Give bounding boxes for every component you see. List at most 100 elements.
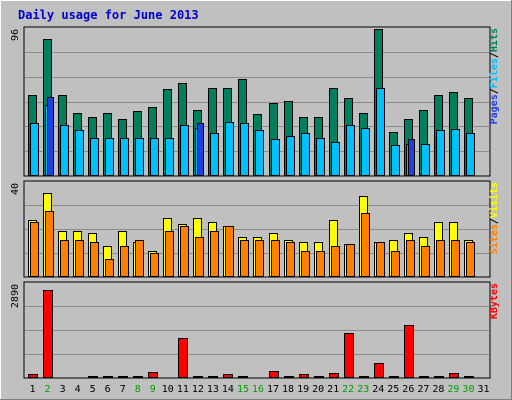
bar-files-day-28 [436, 130, 445, 176]
legend-entry: KBytes [489, 283, 500, 319]
bar-kbytes-day-11 [178, 338, 188, 378]
x-tick-label-14: 14 [222, 384, 234, 395]
chart-title: Daily usage for June 2013 [18, 8, 199, 22]
x-tick-label-19: 19 [297, 384, 309, 395]
x-tick-label-17: 17 [267, 384, 279, 395]
bar-kbytes-day-27 [419, 376, 429, 378]
x-tick-label-23: 23 [357, 384, 369, 395]
bar-kbytes-day-15 [238, 376, 248, 378]
x-tick-label-22: 22 [342, 384, 354, 395]
bar-kbytes-day-9 [148, 372, 158, 378]
x-tick-label-28: 28 [432, 384, 444, 395]
bar-sites-day-23 [361, 213, 370, 277]
bar-kbytes-day-8 [133, 376, 143, 378]
bar-sites-day-9 [150, 253, 159, 277]
x-tick-label-30: 30 [462, 384, 474, 395]
bar-files-day-14 [225, 122, 234, 176]
legend-hits-files-pages: Pages/Files/Hits [488, 28, 500, 124]
x-tick-label-18: 18 [282, 384, 294, 395]
bar-files-day-16 [255, 130, 264, 176]
bar-files-day-9 [150, 138, 159, 176]
bar-kbytes-day-24 [374, 363, 384, 378]
x-tick-label-9: 9 [150, 384, 156, 395]
x-tick-label-11: 11 [177, 384, 189, 395]
bar-kbytes-day-18 [284, 376, 294, 378]
bar-sites-day-3 [60, 240, 69, 277]
bar-files-day-3 [60, 125, 69, 176]
x-tick-label-12: 12 [192, 384, 204, 395]
bar-files-day-18 [286, 136, 295, 176]
bar-kbytes-day-19 [299, 374, 309, 378]
bar-files-day-4 [75, 130, 84, 176]
bar-sites-day-29 [451, 240, 460, 277]
x-tick-label-7: 7 [120, 384, 126, 395]
bar-kbytes-day-29 [449, 373, 459, 378]
legend-entry: / [489, 218, 500, 224]
bar-kbytes-day-22 [344, 333, 354, 378]
bar-sites-day-17 [271, 240, 280, 277]
bar-pages-day-12 [197, 123, 204, 176]
x-tick-label-31: 31 [477, 384, 489, 395]
bar-sites-day-24 [376, 242, 385, 277]
bar-kbytes-day-25 [389, 376, 399, 378]
bar-sites-day-27 [421, 246, 430, 277]
bar-sites-day-18 [286, 242, 295, 277]
bar-kbytes-day-12 [193, 376, 203, 378]
legend-entry: Pages [489, 94, 500, 124]
y-max-label-hits-files-pages: 96 [10, 29, 21, 41]
bar-files-day-6 [105, 138, 114, 176]
bar-kbytes-day-6 [103, 376, 113, 378]
bar-sites-day-1 [30, 222, 39, 277]
x-tick-label-5: 5 [90, 384, 96, 395]
bar-files-day-24 [376, 88, 385, 176]
bar-sites-day-16 [255, 240, 264, 277]
y-max-label-kbytes: 2890 [10, 284, 21, 308]
bar-kbytes-day-26 [404, 325, 414, 378]
bar-sites-day-12 [195, 237, 204, 277]
legend-entry: / [489, 88, 500, 94]
bar-sites-day-21 [331, 246, 340, 277]
legend-kbytes: KBytes [489, 283, 500, 319]
x-tick-label-21: 21 [327, 384, 339, 395]
x-tick-label-6: 6 [105, 384, 111, 395]
y-max-label-visits-sites: 40 [10, 183, 21, 195]
bar-files-day-1 [30, 123, 39, 176]
bar-files-day-17 [271, 139, 280, 176]
bar-files-day-7 [120, 138, 129, 176]
bar-kbytes-day-28 [434, 376, 444, 378]
bar-kbytes-day-7 [118, 376, 128, 378]
bar-sites-day-4 [75, 240, 84, 277]
legend-entry: / [489, 52, 500, 58]
x-tick-label-29: 29 [447, 384, 459, 395]
x-tick-label-2: 2 [45, 384, 51, 395]
legend-entry: Visits [488, 182, 500, 218]
bar-files-day-29 [451, 129, 460, 176]
x-tick-label-8: 8 [135, 384, 141, 395]
x-tick-label-24: 24 [372, 384, 384, 395]
bar-files-day-11 [180, 125, 189, 176]
x-tick-label-20: 20 [312, 384, 324, 395]
bar-sites-day-22 [346, 244, 355, 277]
x-tick-label-15: 15 [237, 384, 249, 395]
x-tick-label-26: 26 [402, 384, 414, 395]
bar-pages-day-2 [47, 97, 54, 176]
bar-files-day-8 [135, 138, 144, 176]
series-pages [47, 97, 415, 176]
bar-files-day-13 [210, 133, 219, 176]
legend-entry: Hits [488, 28, 500, 52]
bar-sites-day-11 [180, 226, 189, 277]
bar-sites-day-28 [436, 240, 445, 277]
x-tick-label-1: 1 [30, 384, 36, 395]
series-kbytes [28, 290, 474, 378]
bar-kbytes-day-23 [359, 376, 369, 378]
bar-pages-day-26 [408, 139, 415, 176]
bar-sites-day-6 [105, 259, 114, 277]
bar-sites-day-10 [165, 231, 174, 277]
x-tick-label-3: 3 [60, 384, 66, 395]
bar-sites-day-7 [120, 246, 129, 277]
bar-sites-day-30 [466, 242, 475, 277]
legend-entry: Files [488, 58, 500, 88]
series-sites [30, 211, 475, 277]
